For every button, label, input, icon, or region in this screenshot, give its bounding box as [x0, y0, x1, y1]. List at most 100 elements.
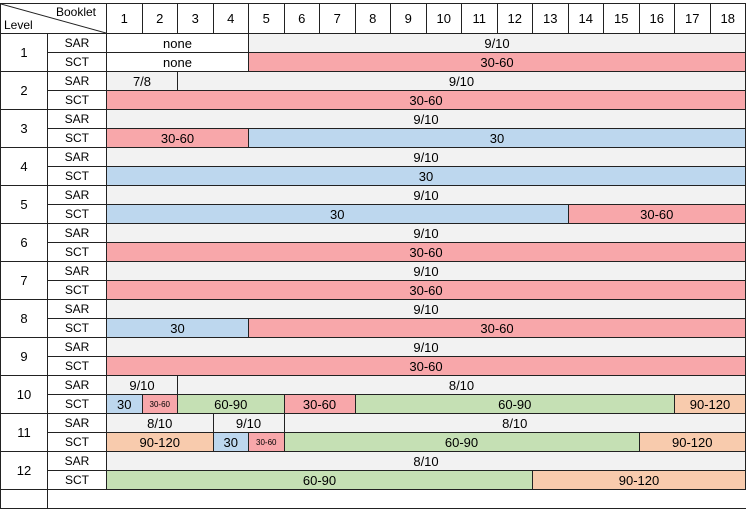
row-type-cell: SCT — [47, 128, 107, 148]
row-type-cell: SAR — [47, 375, 107, 395]
segment-cell: 7/8 — [106, 71, 178, 91]
segment-cell: 8/10 — [106, 413, 214, 433]
level-8-sct-row: SCT 30 30-60 — [1, 318, 746, 338]
segment-cell: 9/10 — [106, 185, 746, 205]
segment-cell: 9/10 — [106, 299, 746, 319]
segment-cell: 30 — [106, 318, 249, 338]
booklet-axis-label: Booklet — [55, 5, 96, 19]
segment-cell: 30 — [106, 394, 143, 414]
segment-cell: 30-60 — [248, 432, 285, 452]
header-row: Booklet Level 1 2 3 4 5 6 7 8 9 10 11 12 13 14 15 16 17 1… — [0, 3, 746, 34]
row-type-cell: SCT — [47, 280, 107, 300]
level-number-cell: 6 — [0, 223, 48, 262]
level-2-sct-row: SCT 30-60 — [1, 90, 746, 110]
booklet-header-7: 7 — [319, 3, 356, 34]
level-4-sar-row: 4 SAR 9/10 — [0, 147, 746, 186]
booklet-header-11: 11 — [461, 3, 498, 34]
segment-cell: 60-90 — [354, 394, 675, 414]
booklet-header-12: 12 — [496, 3, 533, 34]
segment-cell: 9/10 — [177, 71, 746, 91]
booklet-header-8: 8 — [354, 3, 391, 34]
row-type-cell: SAR — [47, 147, 107, 167]
segment-cell: 30-60 — [106, 280, 746, 300]
segment-cell: 30-60 — [106, 242, 746, 262]
level-2-sar-row: 2 SAR 7/8 9/10 — [0, 71, 746, 110]
segment-cell: 30-60 — [106, 128, 249, 148]
segment-cell: 30-60 — [567, 204, 746, 224]
segment-cell: 8/10 — [177, 375, 746, 395]
segment-cell: 9/10 — [106, 337, 746, 357]
level-6-sar-row: 6 SAR 9/10 — [0, 223, 746, 262]
level-10-sar-row: 10 SAR 9/10 8/10 — [0, 375, 746, 414]
level-number-cell: 10 — [0, 375, 48, 414]
level-number-cell: 9 — [0, 337, 48, 376]
grid-body: 1 SAR none 9/10 SCT none 30-60 2 SAR 7/8 9/10 SCT 30… — [0, 33, 746, 509]
level-12-sar-row: 12 SAR 8/10 — [0, 451, 746, 490]
level-6-sct-row: SCT 30-60 — [1, 242, 746, 262]
level-number-cell: 2 — [0, 71, 48, 110]
trailing-cell — [0, 489, 48, 509]
level-7-sar-row: 7 SAR 9/10 — [0, 261, 746, 300]
segment-cell: 9/10 — [106, 147, 746, 167]
segment-cell: 8/10 — [283, 413, 746, 433]
level-10-sct-row: SCT 30 30-60 60-90 30-60 60-90 90-120 — [1, 394, 746, 414]
booklet-level-grid: Booklet Level 1 2 3 4 5 6 7 8 9 10 11 12 13 14 15 16 17 1… — [0, 3, 746, 509]
level-number-cell: 12 — [0, 451, 48, 490]
booklet-header-1: 1 — [106, 3, 143, 34]
segment-cell: 9/10 — [106, 109, 746, 129]
row-type-cell: SAR — [47, 299, 107, 319]
level-11-sct-row: SCT 90-120 30 30-60 60-90 90-120 — [1, 432, 746, 452]
segment-cell: 60-90 — [106, 470, 533, 490]
level-1-sct-row: SCT none 30-60 — [1, 52, 746, 72]
segment-cell: 60-90 — [177, 394, 285, 414]
level-7-sct-row: SCT 30-60 — [1, 280, 746, 300]
row-type-cell: SCT — [47, 356, 107, 376]
level-9-sct-row: SCT 30-60 — [1, 356, 746, 376]
segment-cell: 8/10 — [106, 451, 746, 471]
level-number-cell: 11 — [0, 413, 48, 452]
segment-cell: none — [106, 52, 249, 72]
row-type-cell: SAR — [47, 33, 107, 53]
corner-diagonal — [1, 4, 106, 33]
booklet-header-9: 9 — [390, 3, 427, 34]
row-type-cell: SAR — [47, 71, 107, 91]
segment-cell: 30-60 — [106, 356, 746, 376]
level-number-cell: 3 — [0, 109, 48, 148]
level-9-sar-row: 9 SAR 9/10 — [0, 337, 746, 376]
row-type-cell: SCT — [47, 432, 107, 452]
row-type-cell: SAR — [47, 413, 107, 433]
row-type-cell: SCT — [47, 52, 107, 72]
segment-cell: 30-60 — [248, 52, 746, 72]
trailing-cell — [47, 489, 746, 509]
booklet-header-13: 13 — [532, 3, 569, 34]
segment-cell: 30-60 — [106, 90, 746, 110]
level-8-sar-row: 8 SAR 9/10 — [0, 299, 746, 338]
segment-cell: 30-60 — [283, 394, 356, 414]
segment-cell: 30 — [248, 128, 746, 148]
row-type-cell: SCT — [47, 166, 107, 186]
row-type-cell: SAR — [47, 109, 107, 129]
trailing-row — [0, 489, 746, 509]
booklet-header-4: 4 — [212, 3, 249, 34]
corner-header: Booklet Level — [0, 3, 107, 34]
segment-cell: 90-120 — [106, 432, 214, 452]
level-5-sct-row: SCT 30 30-60 — [1, 204, 746, 224]
segment-cell: 9/10 — [106, 375, 178, 395]
level-11-sar-row: 11 SAR 8/10 9/10 8/10 — [0, 413, 746, 452]
segment-cell: 9/10 — [106, 223, 746, 243]
booklet-header-14: 14 — [567, 3, 604, 34]
row-type-cell: SAR — [47, 185, 107, 205]
booklet-header-6: 6 — [283, 3, 320, 34]
level-4-sct-row: SCT 30 — [1, 166, 746, 186]
segment-cell: 9/10 — [248, 33, 746, 53]
row-type-cell: SAR — [47, 337, 107, 357]
segment-cell: none — [106, 33, 249, 53]
row-type-cell: SAR — [47, 451, 107, 471]
row-type-cell: SCT — [47, 204, 107, 224]
row-type-cell: SCT — [47, 394, 107, 414]
row-type-cell: SCT — [47, 318, 107, 338]
level-number-cell: 1 — [0, 33, 48, 72]
row-type-cell: SCT — [47, 90, 107, 110]
booklet-header-5: 5 — [248, 3, 285, 34]
segment-cell: 30-60 — [248, 318, 746, 338]
